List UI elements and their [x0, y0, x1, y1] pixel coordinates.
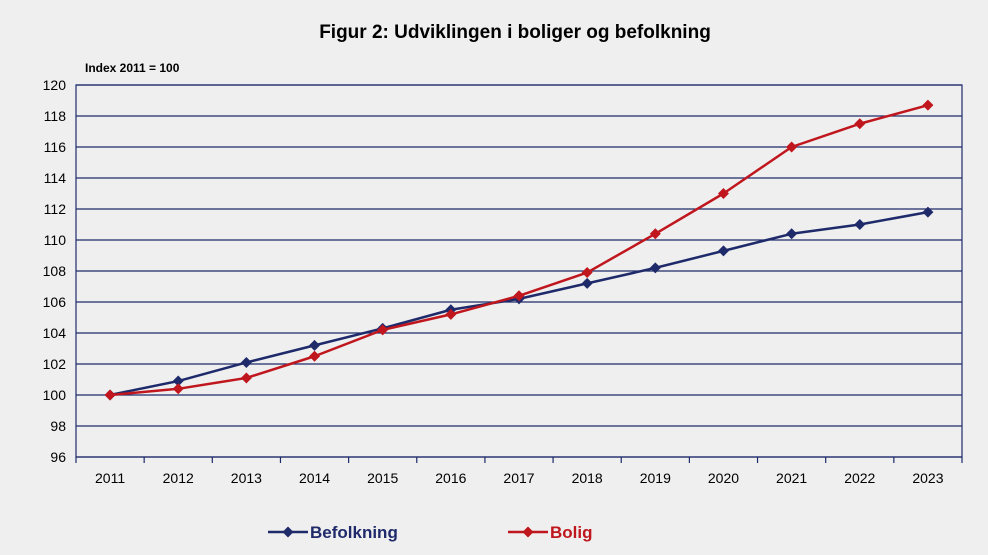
- data-point-bolig: [649, 228, 661, 240]
- data-point-bolig: [717, 188, 729, 199]
- x-tick-label: 2022: [844, 470, 875, 486]
- y-tick-label: 112: [44, 201, 67, 217]
- y-tick-label: 104: [43, 325, 67, 341]
- plot-frame: [75, 84, 963, 458]
- x-tick-label: 2014: [299, 470, 330, 486]
- x-tick-label: 2023: [912, 470, 943, 486]
- x-tick-label: 2016: [435, 470, 466, 486]
- legend-marker-bolig: [522, 526, 534, 538]
- gridlines: [75, 84, 963, 463]
- x-tick-label: 2015: [367, 470, 398, 486]
- chart-title: Figur 2: Udviklingen i boliger og befolk…: [319, 22, 711, 43]
- y-tick-label: 98: [50, 418, 66, 434]
- y-tick-label: 118: [44, 108, 67, 124]
- legend-label-befolkning: Befolkning: [310, 523, 398, 542]
- series-group: [104, 99, 934, 401]
- data-point-befolkning: [922, 206, 934, 218]
- data-point-befolkning: [581, 277, 593, 289]
- data-point-befolkning: [309, 339, 321, 351]
- y-tick-label: 114: [44, 170, 67, 186]
- y-tick-label: 106: [43, 294, 67, 310]
- y-tick-label: 102: [43, 356, 67, 372]
- y-tick-label: 96: [50, 449, 66, 465]
- y-axis-label: Index 2011 = 100: [85, 61, 180, 75]
- legend: Befolkning Bolig: [268, 523, 593, 542]
- y-tick-label: 116: [44, 139, 67, 155]
- data-point-befolkning: [854, 219, 866, 230]
- data-point-bolig: [513, 290, 525, 302]
- data-point-befolkning: [240, 356, 252, 368]
- y-tick-label: 100: [43, 387, 67, 403]
- data-point-bolig: [377, 324, 389, 336]
- data-point-bolig: [309, 350, 321, 362]
- data-point-bolig: [240, 372, 252, 384]
- data-point-bolig: [104, 389, 116, 401]
- y-tick-label: 108: [43, 263, 67, 279]
- y-tick-label: 120: [43, 77, 67, 93]
- data-point-befolkning: [786, 228, 798, 240]
- x-tick-labels: 2011 2012 2013 2014 2015 2016 2017 2018 2019 2020…: [95, 470, 944, 486]
- data-point-befolkning: [649, 262, 661, 274]
- x-tick-label: 2011: [95, 470, 125, 486]
- data-point-bolig: [786, 141, 798, 153]
- legend-label-bolig: Bolig: [550, 523, 593, 542]
- legend-marker-befolkning: [282, 526, 294, 538]
- x-tick-label: 2018: [572, 470, 603, 486]
- data-point-bolig: [445, 308, 457, 320]
- data-point-bolig: [922, 99, 934, 111]
- data-point-befolkning: [172, 375, 184, 387]
- y-tick-labels: 96 98 100 102 104 106 108 110 112 114 116 118 120: [43, 77, 67, 465]
- data-point-bolig: [172, 383, 184, 395]
- x-tick-label: 2017: [503, 470, 534, 486]
- data-point-bolig: [854, 118, 866, 130]
- y-tick-label: 110: [44, 232, 67, 248]
- x-tick-label: 2019: [640, 470, 671, 486]
- data-point-befolkning: [717, 245, 729, 257]
- x-tick-label: 2020: [708, 470, 739, 486]
- x-tick-label: 2012: [163, 470, 194, 486]
- series-line-bolig: [109, 103, 929, 397]
- data-point-bolig: [581, 267, 593, 279]
- x-tick-label: 2021: [776, 470, 807, 486]
- x-tick-label: 2013: [231, 470, 262, 486]
